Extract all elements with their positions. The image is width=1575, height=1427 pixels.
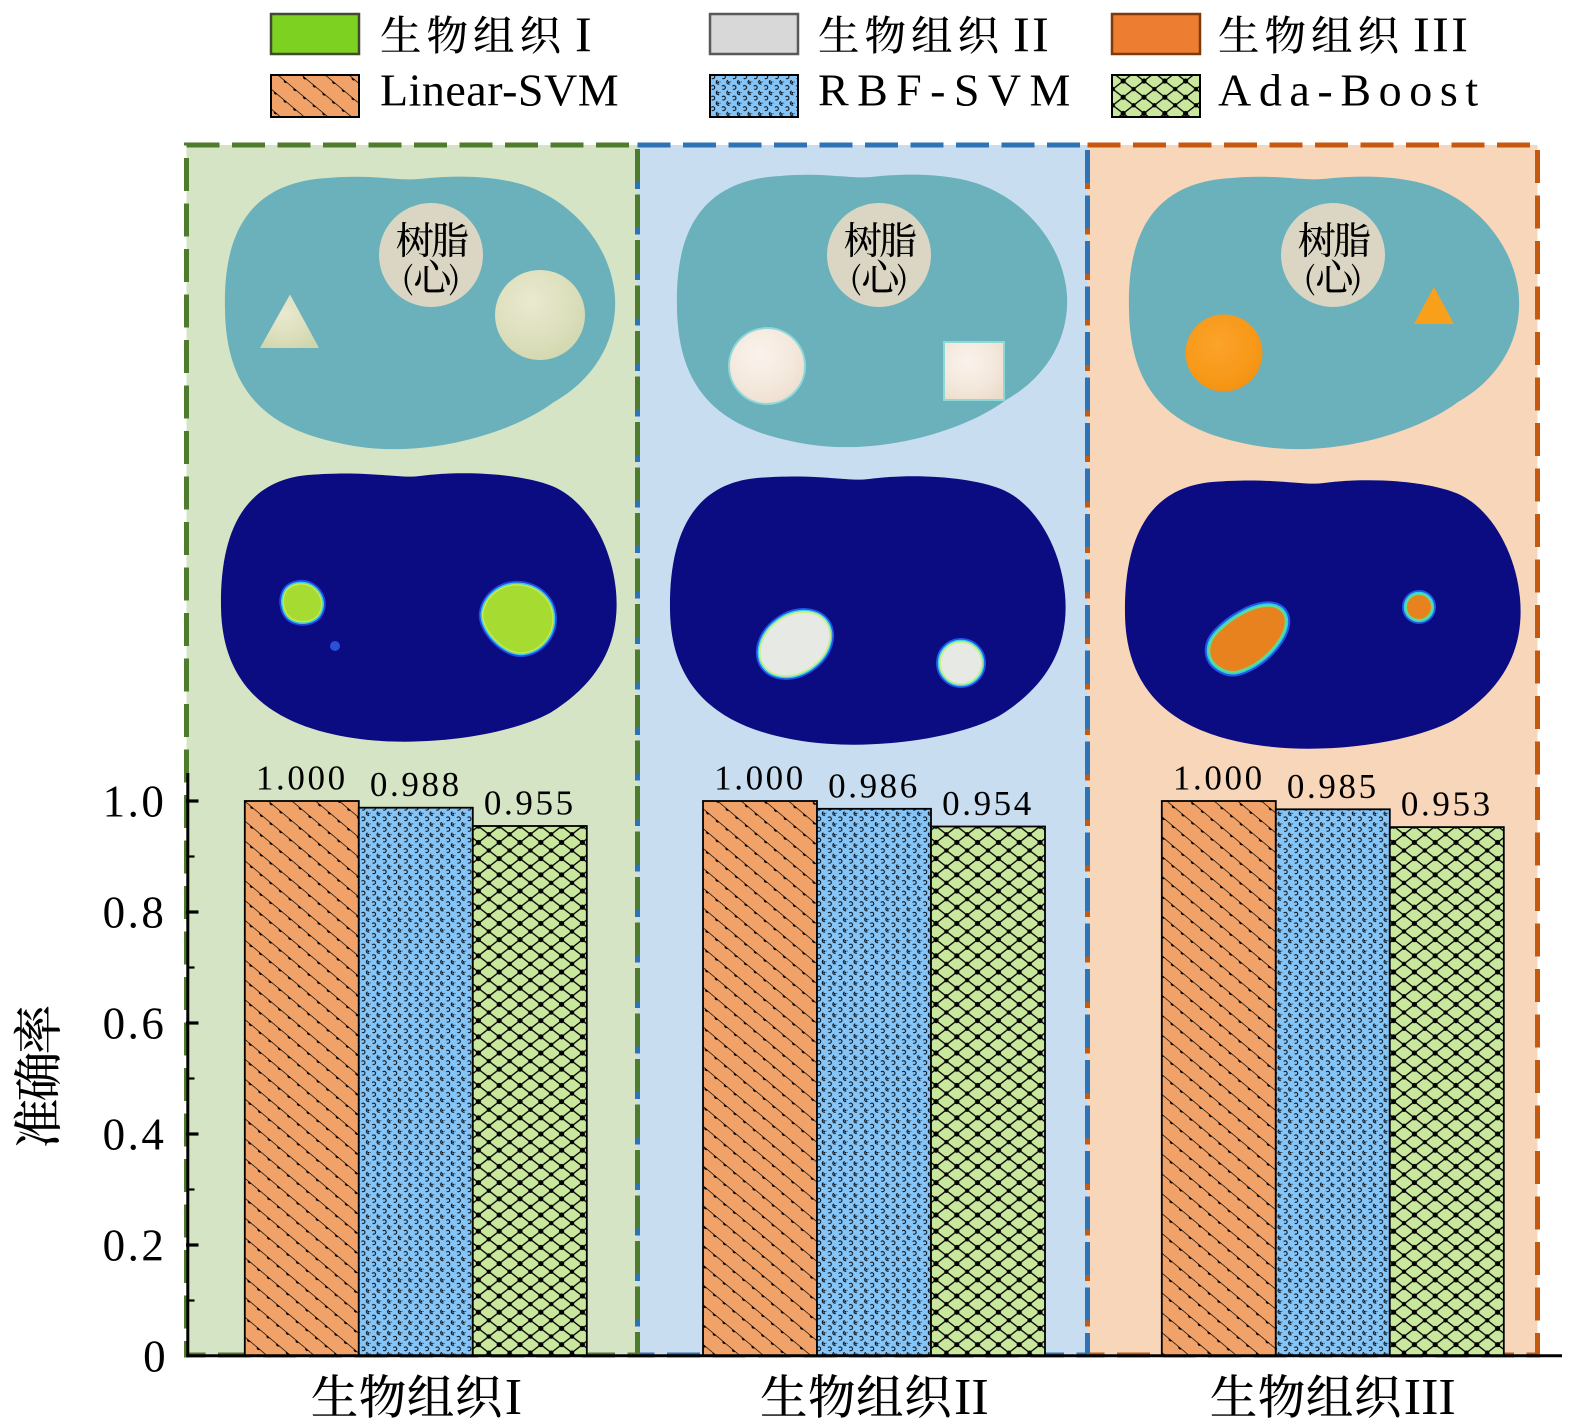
svg-text:1.000: 1.000	[256, 759, 348, 798]
svg-text:III: III	[1404, 1369, 1456, 1426]
svg-text:I: I	[505, 1369, 522, 1426]
svg-text:0: 0	[143, 1332, 168, 1382]
svg-text:0.4: 0.4	[103, 1110, 167, 1160]
svg-text:III: III	[1413, 6, 1470, 62]
svg-text:II: II	[954, 1369, 989, 1426]
svg-text:II: II	[1013, 6, 1051, 62]
svg-text:1.000: 1.000	[1173, 759, 1265, 798]
svg-text:0.985: 0.985	[1287, 767, 1379, 806]
svg-text:0.6: 0.6	[103, 999, 167, 1049]
svg-text:0.986: 0.986	[828, 766, 920, 805]
svg-text:Ada-Boost: Ada-Boost	[1218, 65, 1486, 116]
svg-text:0.953: 0.953	[1401, 785, 1493, 824]
svg-text:0.988: 0.988	[370, 765, 462, 804]
svg-text:RBF-SVM: RBF-SVM	[818, 65, 1079, 116]
svg-text:I: I	[575, 6, 594, 62]
svg-text:1.000: 1.000	[714, 759, 806, 798]
svg-text:Linear-SVM: Linear-SVM	[380, 65, 619, 116]
svg-text:0.2: 0.2	[103, 1221, 167, 1271]
svg-text:0.954: 0.954	[942, 784, 1034, 823]
svg-text:0.8: 0.8	[103, 888, 167, 938]
svg-text:0.955: 0.955	[484, 784, 576, 823]
svg-text:1.0: 1.0	[103, 777, 167, 827]
